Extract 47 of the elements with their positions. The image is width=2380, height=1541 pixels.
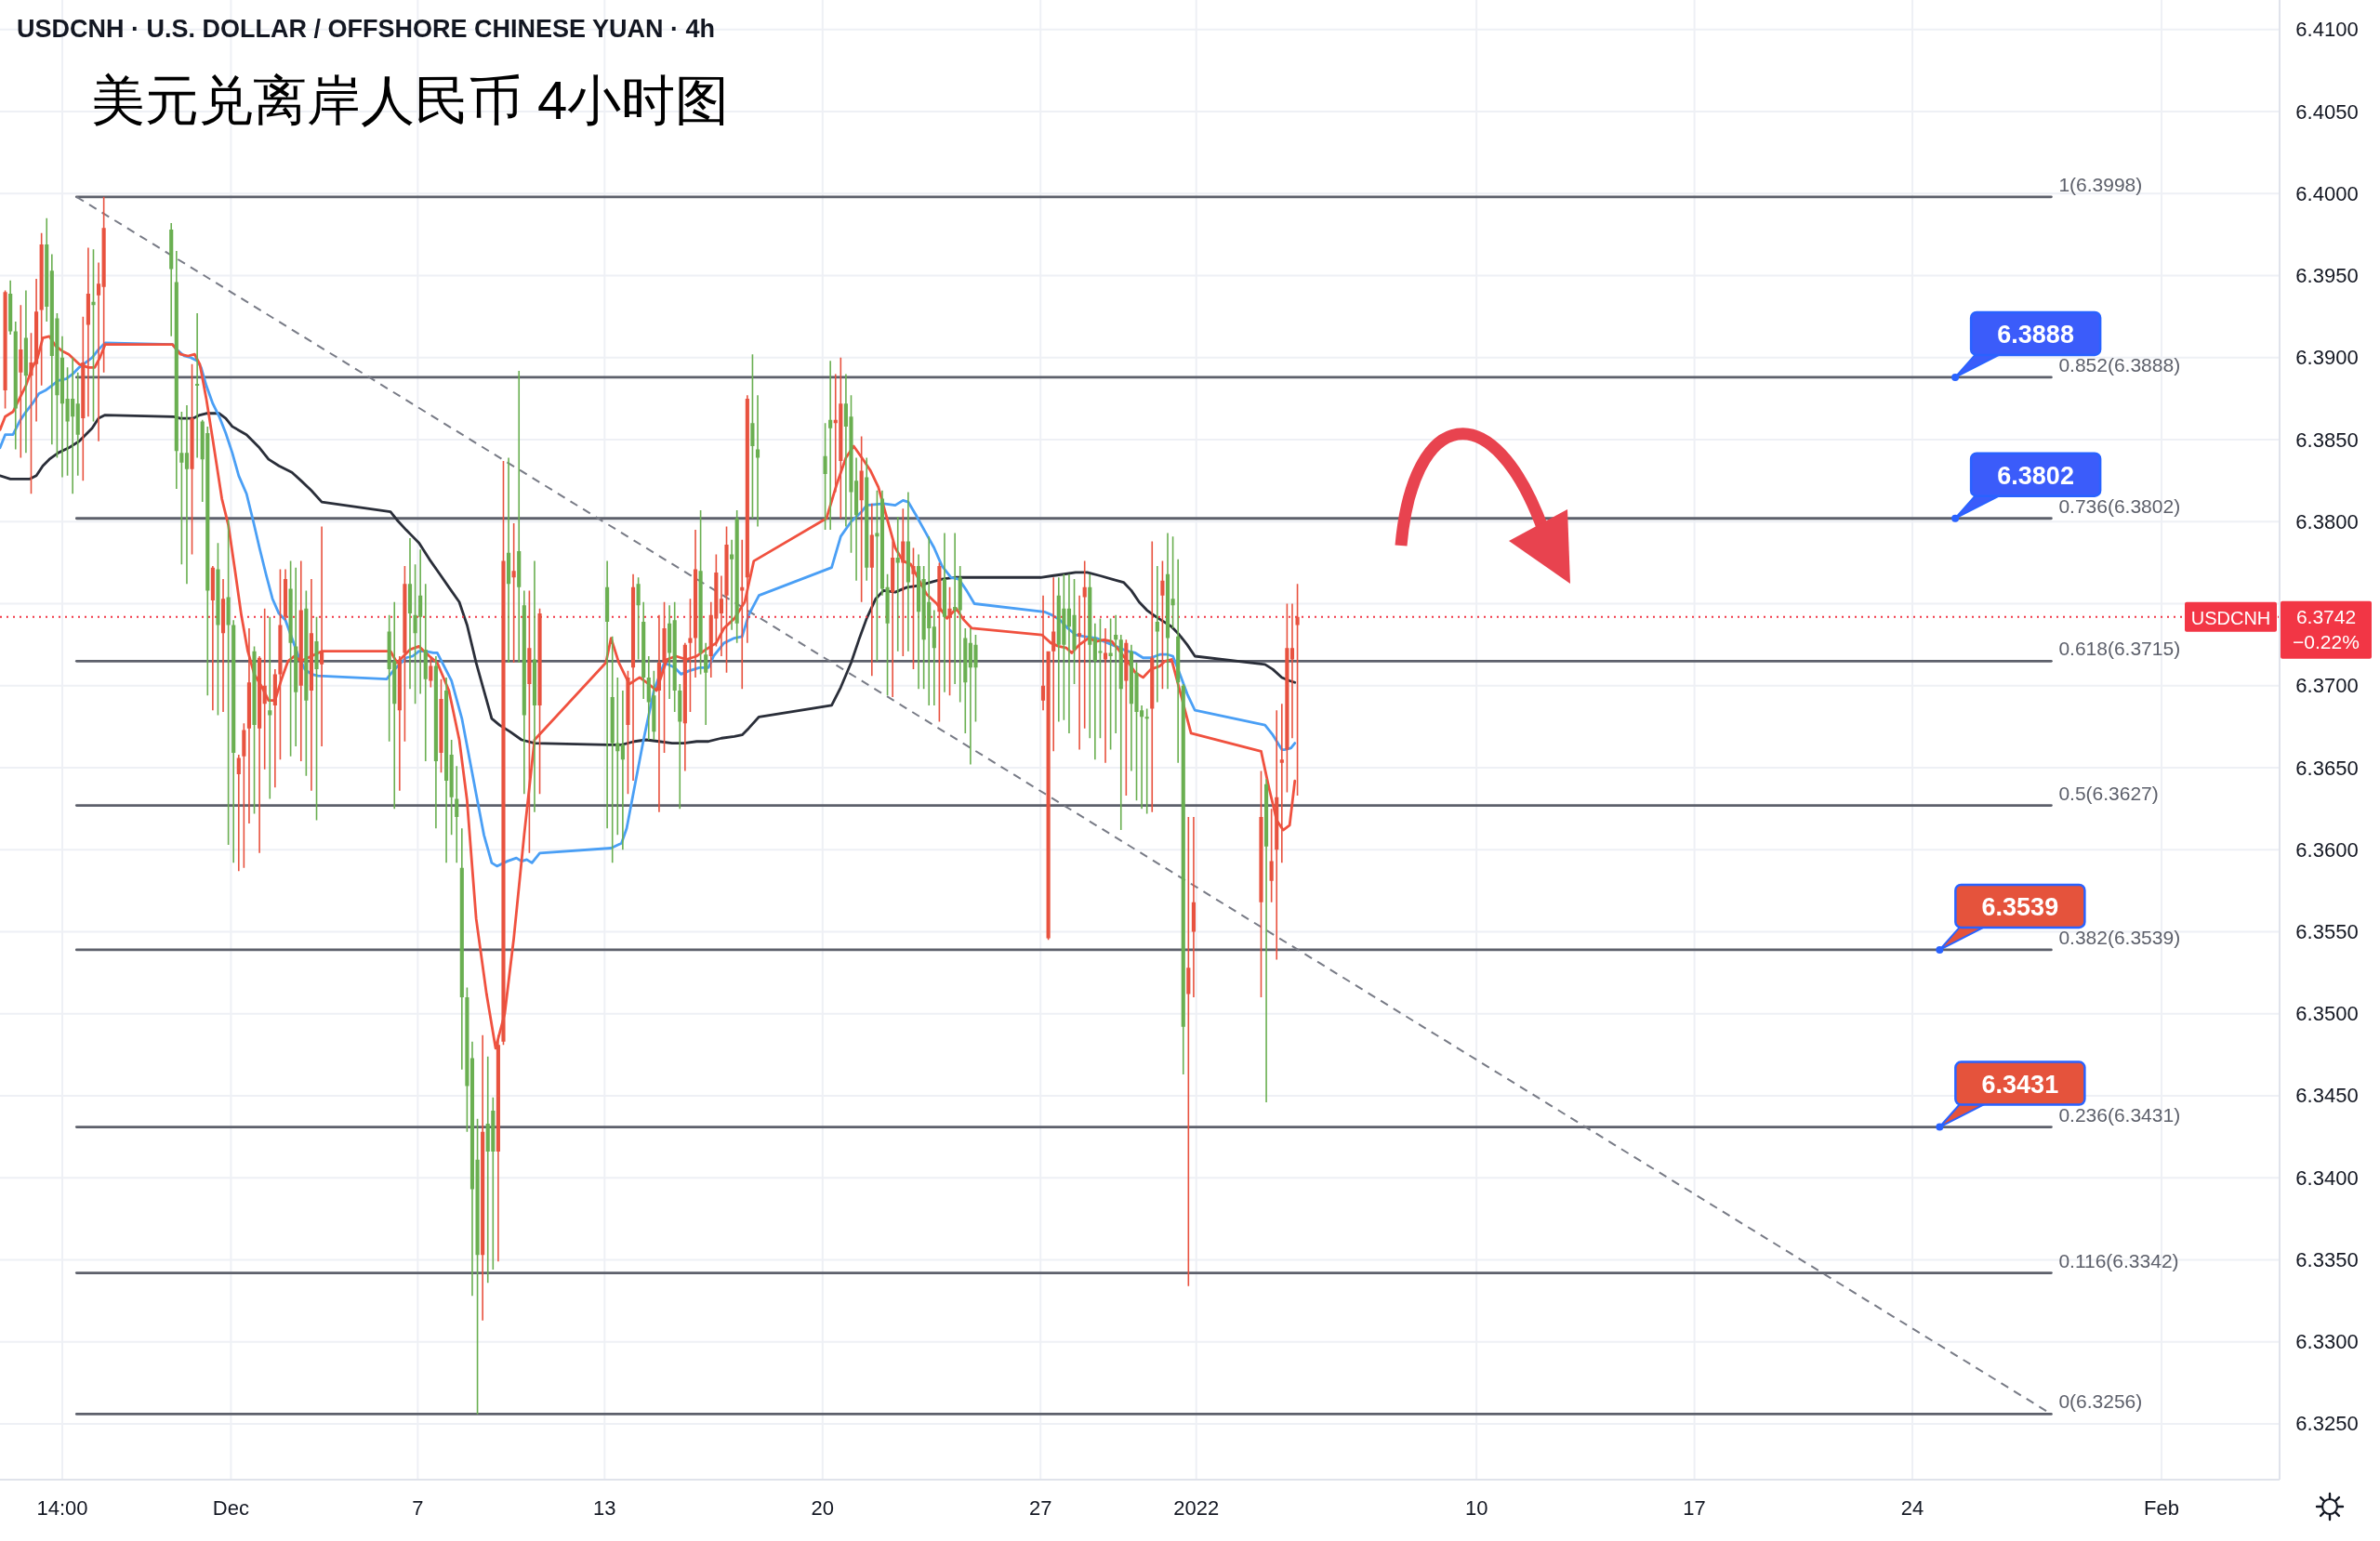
annotation: 6.3539 — [1981, 892, 2059, 921]
x-tick-label: 7 — [412, 1495, 424, 1520]
y-tick-label: 6.4050 — [2295, 99, 2359, 124]
y-tick-label: 6.3350 — [2295, 1248, 2359, 1271]
price-tag-text: −0.22% — [2293, 631, 2360, 653]
ref-line-label: USDCNH — [2185, 601, 2277, 632]
y-tick-label: 6.3450 — [2295, 1084, 2359, 1108]
series-label: 0.852(6.3888) — [2058, 353, 2181, 375]
x-tick-label: 17 — [1683, 1495, 1706, 1520]
x-tick-label: 10 — [1464, 1495, 1488, 1520]
y-tick-label: 6.3600 — [2295, 837, 2359, 862]
x-tick-label: Dec — [212, 1495, 249, 1520]
y-tick-label: 6.3550 — [2295, 920, 2359, 943]
x-tick-label: 14:00 — [36, 1495, 88, 1520]
subtitle: USDCNH · U.S. DOLLAR / OFFSHORE CHINESE YUAN · 4h — [17, 15, 716, 43]
x-tick-label: 2022 — [1173, 1495, 1220, 1520]
annotation: 6.3888 — [1997, 320, 2074, 349]
price-tag-text: 6.3742 — [2295, 606, 2357, 628]
y-tick-label: 6.3700 — [2295, 674, 2359, 698]
y-tick-label: 6.3800 — [2295, 509, 2359, 533]
y-tick-label: 6.3950 — [2295, 264, 2359, 287]
y-tick-label: 6.3900 — [2295, 346, 2359, 370]
y-tick-label: 6.3850 — [2295, 428, 2359, 452]
series-label: 0.116(6.3342) — [2058, 1249, 2179, 1271]
y-tick-label: 6.4100 — [2295, 18, 2359, 42]
annotation: 6.3431 — [1981, 1070, 2059, 1099]
y-tick-label: 6.3500 — [2295, 1002, 2359, 1026]
x-tick-label: 20 — [811, 1495, 835, 1520]
series-label: 0.618(6.3715) — [2058, 638, 2181, 660]
series-label: 0(6.3256) — [2058, 1390, 2143, 1413]
x-tick-label: 13 — [593, 1495, 616, 1520]
annotation: 6.3802 — [1997, 461, 2074, 490]
title: 美元兑离岸人民币 4小时图 — [91, 69, 730, 130]
x-tick-label: 24 — [1900, 1495, 1924, 1520]
ref-line-label: USDCNH — [2190, 607, 2271, 628]
series-label: 0.736(6.3802) — [2058, 494, 2181, 517]
y-tick-label: 6.3400 — [2295, 1166, 2359, 1190]
y-tick-label: 6.3650 — [2295, 756, 2359, 780]
y-tick-label: 6.4000 — [2295, 181, 2359, 205]
series-label: 0.382(6.3539) — [2058, 926, 2181, 948]
series-label: 1(6.3998) — [2058, 173, 2143, 195]
x-tick-label: Feb — [2144, 1495, 2179, 1520]
x-tick-label: 27 — [1029, 1495, 1052, 1520]
y-tick-label: 6.3250 — [2295, 1412, 2359, 1436]
series-label: 0.5(6.3627) — [2058, 782, 2159, 804]
series-label: 0.236(6.3431) — [2058, 1103, 2181, 1126]
y-tick-label: 6.3300 — [2295, 1330, 2359, 1354]
